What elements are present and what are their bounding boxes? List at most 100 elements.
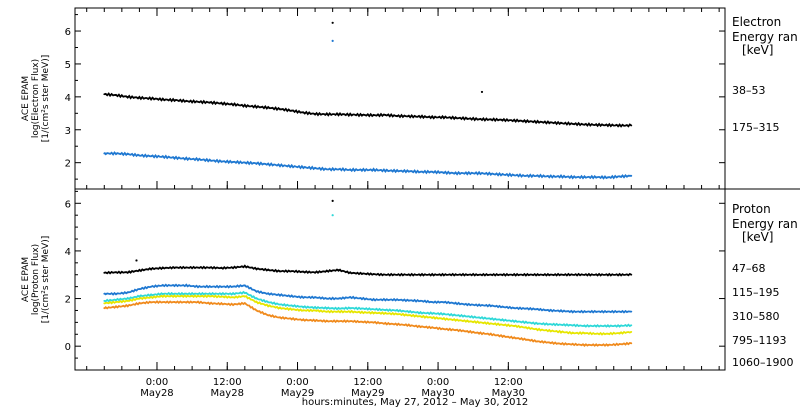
data-point [583, 344, 586, 346]
data-point [454, 117, 457, 119]
data-point [407, 299, 410, 302]
data-point [548, 175, 551, 178]
data-point [314, 167, 316, 170]
data-point [419, 115, 422, 118]
data-point [372, 169, 375, 171]
data-point [361, 311, 363, 314]
data-point [396, 313, 398, 315]
data-point [243, 302, 246, 305]
data-point [115, 301, 117, 304]
data-point [372, 308, 375, 311]
legend-title-line: [keV] [742, 43, 773, 57]
data-point [443, 171, 445, 174]
data-point [126, 271, 129, 274]
spike-points [331, 39, 334, 43]
spike-points [135, 199, 334, 262]
data-point [431, 273, 434, 276]
data-point [419, 315, 422, 318]
data-point [279, 164, 281, 167]
data-point [185, 157, 188, 160]
data-point [232, 296, 235, 299]
data-point [173, 295, 176, 298]
data-point [407, 310, 410, 313]
data-point [103, 152, 106, 155]
data-point [279, 316, 281, 319]
series-trace [104, 264, 632, 277]
y-axis-title-line: [1/(cm²s ster MeV)] [41, 236, 51, 323]
data-point [220, 102, 223, 105]
data-point [618, 124, 621, 127]
data-point [466, 330, 469, 333]
data-point [618, 325, 621, 327]
y-axis-title-line: ACE EPAM [21, 76, 31, 121]
x-tick-time: 12:00 [213, 377, 242, 388]
data-point [150, 301, 153, 304]
data-point [232, 292, 235, 295]
data-point [618, 332, 621, 334]
legend-title-line: Energy ran [732, 217, 798, 231]
x-tick-time: 12:00 [494, 377, 523, 388]
data-point [595, 123, 598, 126]
data-point [115, 292, 117, 295]
data-point [126, 95, 129, 98]
data-point [372, 114, 375, 117]
data-point [161, 295, 164, 298]
data-point [161, 98, 164, 101]
data-point [302, 305, 305, 308]
data-point [103, 307, 106, 309]
data-point [126, 291, 129, 294]
data-point [513, 336, 516, 339]
data-point [384, 169, 387, 172]
data-point [489, 273, 492, 276]
data-point [267, 304, 270, 307]
data-point [571, 310, 574, 313]
data-point [560, 273, 562, 276]
data-point [525, 326, 527, 329]
data-point [232, 285, 235, 288]
data-point [197, 100, 199, 103]
data-point [536, 340, 539, 343]
x-axis-label: hours:minutes, May 27, 2012 – May 30, 20… [302, 397, 528, 408]
y-tick-label: 5 [65, 60, 71, 71]
spike-points [331, 21, 484, 94]
data-point [536, 308, 539, 311]
data-point [548, 323, 551, 326]
data-point [501, 305, 504, 308]
y-tick-label: 0 [65, 342, 71, 353]
data-point [536, 328, 539, 331]
y-tick-label: 3 [65, 126, 71, 137]
data-point [419, 170, 422, 173]
data-point [197, 285, 199, 288]
data-point [431, 301, 434, 304]
series-trace [103, 294, 632, 336]
data-point [548, 341, 551, 344]
data-point [243, 265, 246, 268]
data-point [501, 118, 504, 121]
data-point [548, 329, 551, 332]
data-point [489, 304, 492, 307]
data-point [267, 106, 270, 109]
data-point [267, 269, 270, 271]
data-point [443, 328, 445, 330]
data-point [208, 292, 211, 295]
data-point [325, 168, 328, 171]
data-point [466, 117, 469, 120]
data-point [325, 307, 328, 309]
data-point [454, 319, 457, 321]
data-point [513, 273, 516, 276]
data-point [255, 267, 258, 270]
data-point [197, 295, 199, 298]
data-point [185, 284, 188, 287]
data-point [349, 320, 352, 323]
y-tick-label: 6 [65, 27, 71, 38]
data-point [536, 174, 539, 177]
data-point [443, 273, 445, 276]
spike-points [331, 214, 334, 217]
data-point [103, 300, 106, 302]
data-point [454, 172, 457, 175]
data-point [583, 176, 586, 179]
data-point [595, 310, 598, 313]
data-point [606, 332, 609, 335]
data-point [513, 320, 516, 323]
y-tick-label: 4 [65, 93, 71, 104]
